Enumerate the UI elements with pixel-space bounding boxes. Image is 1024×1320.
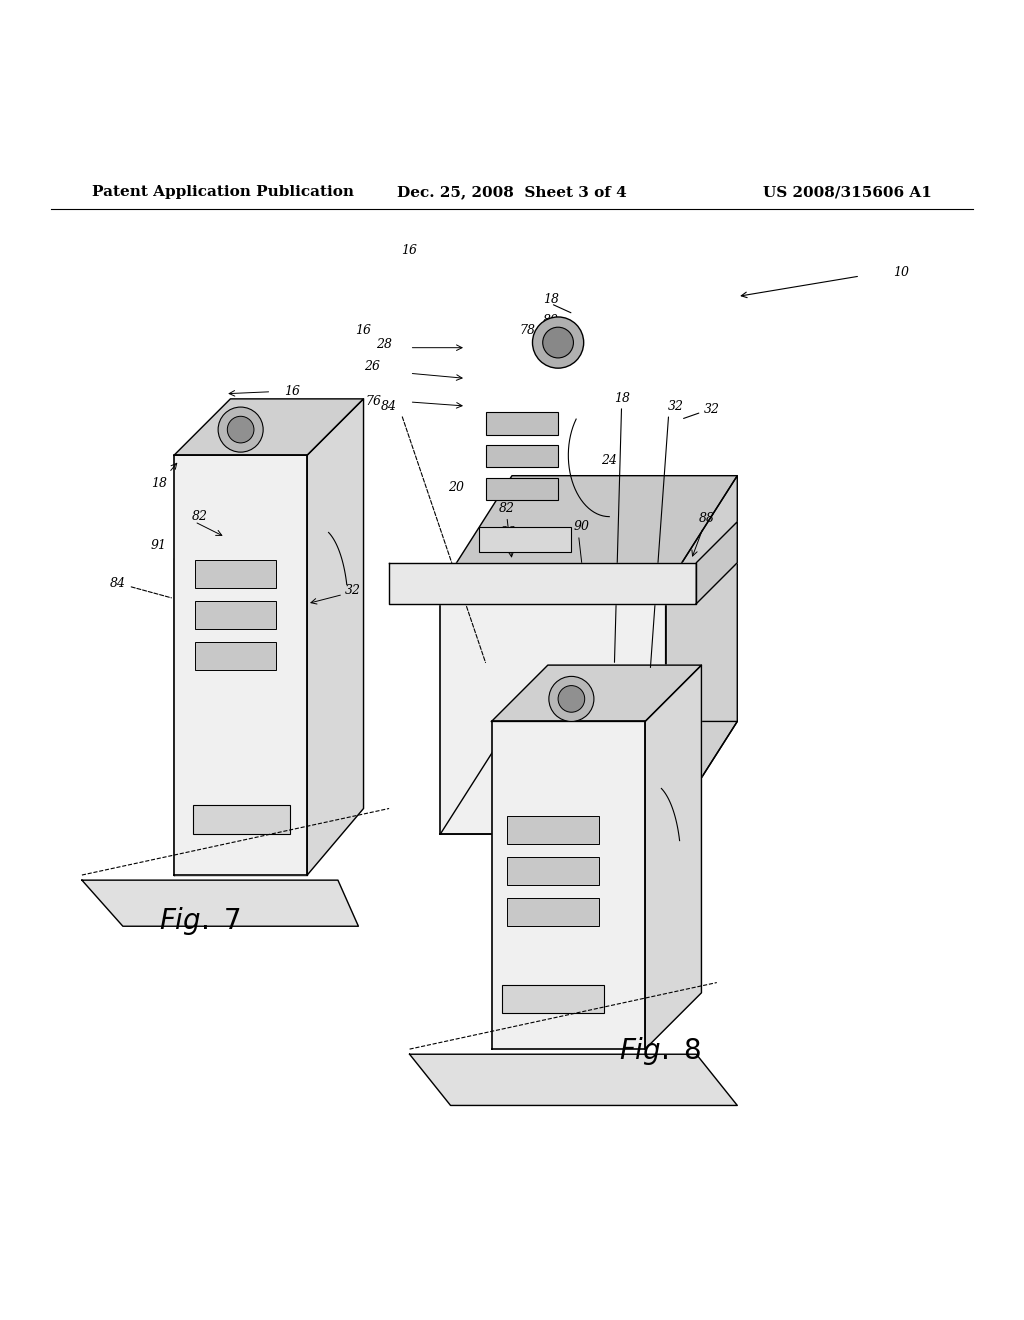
- Text: 18: 18: [151, 478, 167, 490]
- Text: 24: 24: [601, 454, 617, 467]
- Bar: [486, 412, 558, 434]
- Polygon shape: [492, 722, 645, 1049]
- Polygon shape: [492, 665, 701, 722]
- Circle shape: [543, 327, 573, 358]
- Text: $\mathit{Fig.\ 7}$: $\mathit{Fig.\ 7}$: [159, 906, 241, 937]
- Polygon shape: [82, 880, 358, 927]
- Polygon shape: [410, 1055, 737, 1105]
- Text: 28: 28: [376, 338, 392, 351]
- Circle shape: [558, 685, 585, 713]
- Text: US 2008/315606 A1: US 2008/315606 A1: [763, 185, 932, 199]
- Text: 82: 82: [499, 502, 515, 515]
- Circle shape: [532, 317, 584, 368]
- Polygon shape: [389, 562, 696, 603]
- Polygon shape: [440, 475, 737, 589]
- Polygon shape: [174, 399, 364, 455]
- Text: 76: 76: [366, 396, 382, 408]
- Text: $\mathit{Fig.\ 6}$: $\mathit{Fig.\ 6}$: [604, 562, 686, 594]
- Bar: [195, 601, 276, 630]
- Polygon shape: [666, 475, 737, 834]
- Bar: [507, 816, 599, 845]
- Text: 22: 22: [499, 487, 515, 499]
- Bar: [507, 898, 599, 927]
- Bar: [479, 527, 571, 553]
- Text: 80: 80: [543, 314, 559, 326]
- Text: 18: 18: [614, 392, 631, 405]
- Bar: [486, 478, 558, 500]
- Circle shape: [549, 676, 594, 722]
- Bar: [195, 642, 276, 671]
- Polygon shape: [696, 521, 737, 603]
- Bar: [507, 857, 599, 886]
- Bar: [486, 445, 558, 467]
- Text: 16: 16: [284, 385, 300, 399]
- Polygon shape: [174, 455, 307, 875]
- Text: 82: 82: [191, 510, 208, 523]
- Polygon shape: [440, 722, 737, 834]
- Polygon shape: [440, 589, 666, 834]
- Bar: [193, 805, 290, 834]
- Text: 20: 20: [447, 482, 464, 495]
- Text: 32: 32: [668, 400, 684, 413]
- Text: 84: 84: [110, 577, 171, 598]
- Text: 26: 26: [364, 359, 380, 372]
- Text: 91: 91: [151, 539, 167, 552]
- Text: 78: 78: [519, 323, 536, 337]
- Text: 84: 84: [381, 400, 397, 413]
- Polygon shape: [645, 665, 701, 1049]
- Circle shape: [227, 416, 254, 444]
- Text: 90: 90: [573, 520, 590, 533]
- Text: 16: 16: [355, 323, 372, 337]
- Text: Dec. 25, 2008  Sheet 3 of 4: Dec. 25, 2008 Sheet 3 of 4: [397, 185, 627, 199]
- Circle shape: [218, 407, 263, 453]
- Text: 88: 88: [698, 512, 715, 525]
- Text: $\mathit{Fig.\ 8}$: $\mathit{Fig.\ 8}$: [620, 1035, 701, 1067]
- Bar: [195, 560, 276, 589]
- Text: 16: 16: [401, 244, 418, 257]
- Text: 32: 32: [345, 583, 361, 597]
- Text: 86: 86: [500, 525, 516, 539]
- Polygon shape: [174, 557, 307, 875]
- Text: Patent Application Publication: Patent Application Publication: [92, 185, 354, 199]
- Text: 18: 18: [543, 293, 559, 306]
- Polygon shape: [307, 399, 364, 875]
- Text: 32: 32: [703, 403, 720, 416]
- Text: 10: 10: [893, 267, 909, 280]
- Bar: [502, 985, 604, 1014]
